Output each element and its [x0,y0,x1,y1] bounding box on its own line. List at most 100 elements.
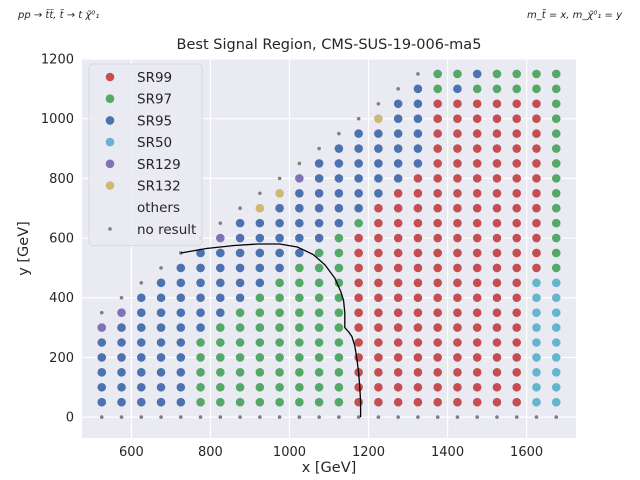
no-result-point [297,415,302,419]
point-sr99 [433,159,442,168]
no-result-point [238,206,242,211]
point-sr99 [433,368,442,377]
point-sr99 [354,278,363,288]
point-sr50 [532,293,541,303]
point-sr99 [472,382,482,392]
point-sr99 [453,188,462,198]
point-sr97 [295,338,304,347]
point-sr95 [176,338,186,347]
point-sr95 [314,233,324,243]
point-sr95 [196,248,205,258]
point-sr99 [492,397,502,407]
point-sr129 [295,174,304,183]
point-sr99 [354,338,363,347]
point-sr95 [97,368,107,377]
point-sr99 [433,144,442,153]
point-sr99 [492,248,502,258]
no-result-point [495,415,499,419]
point-sr95 [453,84,462,94]
legend-marker [105,137,115,147]
point-sr97 [255,323,265,332]
point-sr99 [492,308,502,317]
point-sr99 [512,368,522,377]
no-result-point [435,415,440,419]
point-sr99 [433,203,442,213]
point-sr95 [275,218,284,228]
point-sr99 [492,188,502,198]
legend-label: SR129 [137,157,181,173]
point-sr99 [492,203,502,213]
point-sr97 [235,308,245,317]
point-sr99 [453,159,462,168]
chart-title: Best Signal Region, CMS-SUS-19-006-ma5 [177,37,482,53]
no-result-point [317,146,321,151]
point-sr99 [472,338,482,347]
point-sr99 [374,218,383,228]
point-sr95 [334,203,344,213]
point-sr95 [334,159,344,168]
point-sr99 [354,308,363,317]
point-sr97 [275,308,284,317]
point-sr99 [472,248,482,258]
contour-line [180,243,362,418]
point-sr99 [512,203,522,213]
point-sr99 [393,203,403,213]
point-sr99 [393,263,403,273]
point-sr99 [413,308,423,317]
point-sr95 [235,218,245,228]
point-sr99 [413,203,423,213]
point-sr97 [255,293,265,303]
no-result-point [99,310,104,315]
point-sr97 [334,233,344,243]
point-sr99 [374,338,383,347]
point-sr95 [156,368,166,377]
point-sr99 [512,263,522,273]
point-sr95 [334,188,344,198]
point-sr97 [551,218,561,228]
point-sr99 [433,293,442,303]
point-sr95 [117,338,126,347]
point-sr97 [551,114,561,123]
point-sr50 [532,382,541,392]
point-sr99 [492,338,502,347]
point-sr99 [393,323,403,332]
point-sr95 [117,397,126,407]
legend-label: SR95 [137,113,172,129]
point-sr99 [354,263,363,273]
point-sr95 [216,308,225,317]
point-sr132 [255,203,265,213]
point-sr99 [512,129,522,138]
point-sr97 [255,382,265,392]
point-sr97 [551,233,561,243]
point-sr99 [532,263,541,273]
point-sr99 [472,99,482,109]
point-sr99 [374,308,383,317]
point-sr97 [235,338,245,347]
point-sr97 [314,353,324,362]
point-sr99 [413,368,423,377]
point-sr97 [314,397,324,407]
point-sr97 [216,353,225,362]
point-sr97 [314,263,324,273]
point-sr95 [314,218,324,228]
point-sr95 [136,368,146,377]
point-sr99 [413,382,423,392]
point-sr97 [314,382,324,392]
point-sr97 [551,84,561,94]
point-sr95 [374,144,383,153]
x-axis-label: x [GeV] [302,460,357,476]
point-sr97 [275,293,284,303]
point-sr99 [453,144,462,153]
point-sr95 [216,293,225,303]
point-sr99 [413,338,423,347]
points [97,69,561,419]
point-sr99 [413,174,423,183]
point-sr99 [512,293,522,303]
point-sr95 [393,144,403,153]
legend-label: SR99 [137,70,172,86]
point-sr95 [156,397,166,407]
no-result-point [258,191,262,196]
legend-marker [105,181,115,190]
point-sr95 [136,353,146,362]
